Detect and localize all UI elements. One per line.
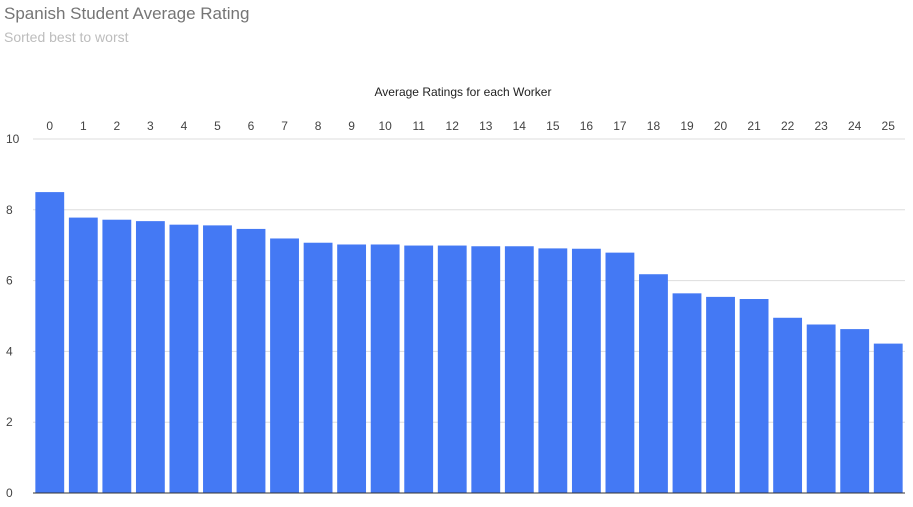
x-tick-label: 2	[114, 119, 121, 133]
x-tick-label: 6	[248, 119, 255, 133]
bar-8	[304, 243, 333, 493]
bar-25	[874, 344, 903, 493]
bar-4	[170, 225, 199, 493]
bar-17	[606, 253, 635, 493]
bar-19	[673, 293, 702, 493]
bar-5	[203, 225, 232, 493]
bar-1	[69, 218, 98, 493]
x-tick-label: 19	[680, 119, 694, 133]
x-tick-label: 4	[181, 119, 188, 133]
x-tick-label: 22	[781, 119, 795, 133]
bar-16	[572, 249, 601, 493]
bar-3	[136, 221, 165, 493]
bar-12	[438, 246, 467, 493]
x-tick-label: 5	[214, 119, 221, 133]
y-tick-label: 0	[6, 486, 13, 500]
bars	[35, 192, 902, 493]
x-tick-label: 24	[848, 119, 862, 133]
bar-13	[471, 246, 500, 493]
bar-23	[807, 325, 836, 494]
bar-22	[773, 318, 802, 493]
y-tick-label: 2	[6, 415, 13, 429]
bar-7	[270, 238, 299, 493]
bar-15	[538, 248, 567, 493]
bar-20	[706, 297, 735, 493]
bar-10	[371, 244, 400, 493]
x-tick-label: 10	[378, 119, 392, 133]
bar-11	[404, 246, 433, 493]
x-tick-label: 9	[348, 119, 355, 133]
bar-24	[840, 329, 869, 493]
bar-21	[740, 299, 769, 493]
x-tick-label: 3	[147, 119, 154, 133]
x-tick-label: 25	[882, 119, 896, 133]
x-tick-label: 8	[315, 119, 322, 133]
bar-9	[337, 244, 366, 493]
bar-2	[102, 220, 131, 493]
x-tick-label: 16	[580, 119, 594, 133]
x-axis-label: Average Ratings for each Worker	[375, 85, 552, 99]
x-tick-label: 17	[613, 119, 627, 133]
bar-14	[505, 246, 534, 493]
x-tick-label: 15	[546, 119, 560, 133]
x-tick-label: 13	[479, 119, 493, 133]
y-tick-label: 6	[6, 274, 13, 288]
bar-18	[639, 274, 668, 493]
bar-6	[237, 229, 266, 493]
x-tick-label: 20	[714, 119, 728, 133]
x-tick-label: 1	[80, 119, 87, 133]
x-tick-label: 0	[46, 119, 53, 133]
x-tick-label: 14	[513, 119, 527, 133]
x-tick-label: 21	[747, 119, 761, 133]
x-tick-label: 11	[412, 119, 425, 133]
y-axis-ticks: 0 2 4 6 8 10	[6, 132, 20, 500]
x-tick-label: 7	[281, 119, 288, 133]
x-tick-label: 12	[446, 119, 460, 133]
x-axis-ticks: 0 1 2 3 4 5 6 7 8 9 10 11 12 13 14 15 16 17 18 19 20 21 22 23 24…	[46, 119, 895, 133]
y-tick-label: 10	[6, 132, 20, 146]
x-tick-label: 23	[814, 119, 828, 133]
y-tick-label: 8	[6, 203, 13, 217]
x-tick-label: 18	[647, 119, 661, 133]
y-tick-label: 4	[6, 344, 13, 358]
bar-0	[35, 192, 64, 493]
